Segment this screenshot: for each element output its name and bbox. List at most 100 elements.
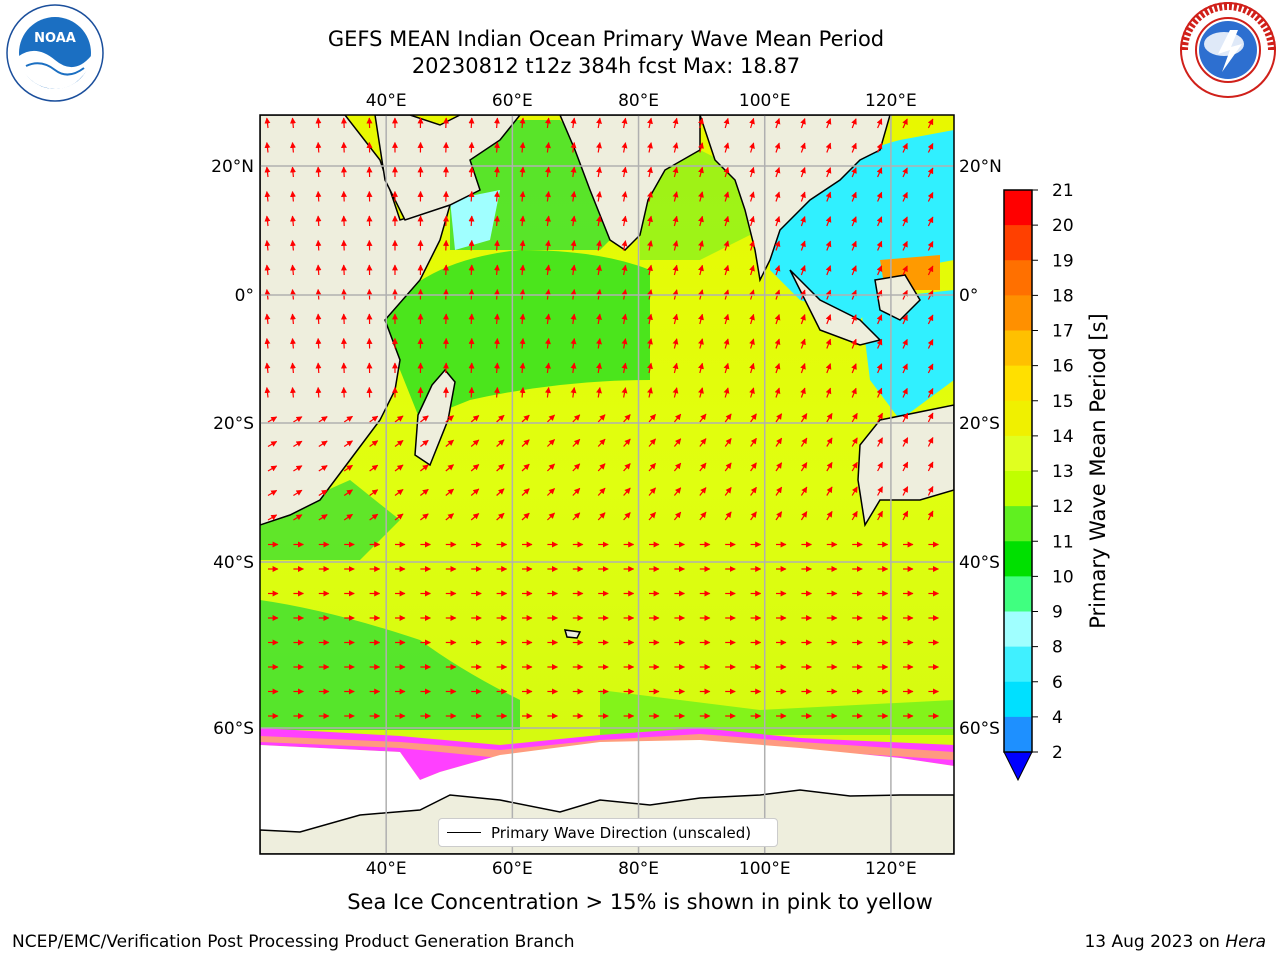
- wave-arrow: [927, 437, 934, 447]
- wave-arrow: [775, 486, 783, 496]
- wave-arrow: [289, 313, 296, 325]
- wave-arrow: [315, 239, 322, 251]
- wave-arrow: [343, 513, 353, 521]
- wave-arrow: [315, 166, 322, 178]
- wave-arrow: [876, 191, 883, 202]
- wave-arrow: [570, 338, 577, 349]
- wave-arrow: [519, 264, 526, 276]
- wave-arrow: [723, 142, 730, 153]
- wave-arrow: [876, 363, 883, 374]
- map-title: GEFS MEAN Indian Ocean Primary Wave Mean…: [327, 27, 885, 51]
- wave-arrow: [570, 313, 577, 325]
- wave-arrow: [876, 240, 883, 251]
- wave-arrow: [699, 487, 707, 496]
- wave-arrow: [876, 142, 883, 153]
- wave-arrow: [902, 412, 909, 423]
- wave-arrow: [647, 338, 653, 349]
- wave-arrow: [315, 313, 322, 325]
- wave-arrow: [826, 412, 833, 423]
- wave-arrow: [648, 413, 656, 423]
- wave-arrow: [673, 487, 682, 496]
- wave-arrow: [800, 118, 806, 129]
- wave-arrow: [493, 190, 500, 202]
- wave-arrow: [800, 363, 806, 374]
- wave-arrow: [621, 313, 628, 325]
- wave-arrow: [293, 514, 303, 521]
- wave-arrow: [596, 117, 602, 129]
- wave-arrow: [445, 464, 455, 472]
- wave-arrow: [596, 240, 602, 251]
- wave-arrow: [394, 489, 404, 496]
- wave-arrow: [267, 489, 278, 497]
- wave-arrow: [546, 439, 555, 447]
- wave-arrow: [825, 142, 832, 153]
- colorbar-segment: [1004, 716, 1032, 753]
- lat-tick-label-right: 60°S: [959, 719, 1000, 739]
- wave-arrow: [621, 264, 628, 276]
- wave-arrow: [546, 463, 555, 472]
- wave-arrow: [318, 440, 328, 448]
- colorbar-tick-label: 17: [1052, 322, 1074, 342]
- wave-arrow: [672, 215, 679, 227]
- wave-arrow: [570, 215, 577, 227]
- wave-arrow: [493, 215, 500, 227]
- wave-arrow: [394, 440, 404, 447]
- wave-arrow: [289, 190, 296, 202]
- wave-arrow: [519, 190, 526, 202]
- wave-arrow: [775, 511, 783, 521]
- wave-arrow: [496, 488, 505, 496]
- kerguelen-island: [563, 629, 582, 639]
- wave-arrow: [521, 488, 530, 496]
- wave-arrow: [621, 166, 628, 178]
- wave-arrow: [264, 264, 271, 276]
- wave-arrow: [724, 511, 732, 521]
- colorbar-tick-label: 19: [1052, 251, 1074, 271]
- wave-arrow: [672, 387, 679, 398]
- wave-arrow: [724, 462, 732, 472]
- wave-arrow: [902, 265, 908, 276]
- lat-tick-label-right: 20°S: [959, 414, 1000, 434]
- wave-arrow: [545, 337, 551, 349]
- wave-arrow: [521, 414, 530, 423]
- wave-arrow: [851, 142, 857, 153]
- wave-arrow: [496, 439, 505, 447]
- wave-arrow: [647, 387, 653, 398]
- wave-period-zone-south-africa: [260, 480, 400, 560]
- wave-arrow: [749, 240, 755, 251]
- wave-arrow: [570, 387, 577, 398]
- wave-arrow: [293, 416, 303, 423]
- wave-arrow: [698, 166, 704, 178]
- wave-arrow: [876, 265, 883, 276]
- wave-arrow: [927, 118, 934, 129]
- lon-tick-label-top: 60°E: [492, 91, 533, 111]
- wave-arrow: [851, 387, 857, 398]
- wave-arrow: [877, 510, 883, 521]
- wave-arrow: [699, 462, 707, 472]
- wave-arrow: [774, 240, 781, 251]
- wave-arrow: [927, 388, 934, 398]
- wave-arrow: [927, 241, 934, 251]
- colorbar-tick-label: 11: [1052, 532, 1074, 552]
- wave-arrow: [570, 240, 577, 251]
- lon-tick-label-bottom: 100°E: [739, 859, 791, 879]
- wave-arrow: [825, 387, 832, 398]
- wave-arrow: [468, 313, 475, 325]
- wave-arrow: [315, 215, 322, 227]
- wave-arrow: [826, 510, 833, 521]
- wave-arrow: [902, 510, 909, 521]
- wave-arrow: [621, 362, 628, 374]
- wave-arrow: [315, 337, 322, 349]
- wave-arrow: [597, 463, 606, 472]
- wave-arrow: [445, 415, 455, 423]
- wave-arrow: [902, 437, 909, 447]
- wave-arrow: [596, 191, 602, 202]
- india-landmass: [559, 115, 701, 251]
- wave-arrow: [468, 239, 475, 251]
- wave-arrow: [315, 386, 322, 398]
- wave-arrow: [750, 413, 757, 423]
- svg-text:NOAA: NOAA: [34, 31, 76, 46]
- wave-arrow: [723, 240, 730, 251]
- wave-arrow: [570, 362, 577, 374]
- wave-arrow: [750, 486, 757, 496]
- wave-arrow: [851, 510, 858, 521]
